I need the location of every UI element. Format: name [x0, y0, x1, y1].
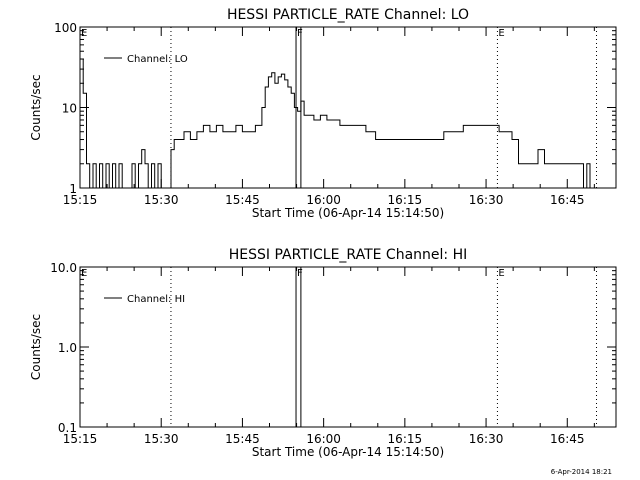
x-tick-label: 16:30	[469, 193, 504, 207]
x-tick-label: 16:45	[550, 432, 585, 446]
x-tick-label: 15:45	[225, 193, 260, 207]
series-line	[80, 58, 597, 189]
y-axis-label: Counts/sec	[29, 314, 43, 380]
legend-label: Channel: HI	[127, 294, 185, 305]
chart-title: HESSI PARTICLE_RATE Channel: HI	[229, 247, 467, 263]
x-tick-label: 16:00	[306, 193, 341, 207]
x-tick-label: 16:15	[388, 193, 423, 207]
x-tick-label: 15:30	[144, 432, 179, 446]
legend-label: Channel: LO	[127, 54, 188, 65]
y-tick-label: 10.0	[50, 261, 77, 275]
panel-lo: HESSI PARTICLE_RATE Channel: LO 15:15 15:3…	[29, 7, 617, 220]
y-tick-label: 10	[62, 102, 77, 116]
x-tick-label: 15:15	[63, 432, 98, 446]
event-marker-label: F	[297, 268, 303, 279]
event-marker-label: E	[81, 28, 87, 39]
x-tick-label: 16:15	[388, 432, 423, 446]
x-tick-label: 15:45	[225, 432, 260, 446]
x-tick-label: 16:00	[306, 432, 341, 446]
event-marker-label: F	[297, 28, 303, 39]
y-axis-label: Counts/sec	[29, 74, 43, 140]
x-tick-label: 15:15	[63, 193, 98, 207]
x-axis-label: Start Time (06-Apr-14 15:14:50)	[252, 206, 444, 220]
event-marker-label: E	[498, 268, 504, 279]
x-tick-label: 16:45	[550, 193, 585, 207]
y-tick-label: 1	[69, 182, 77, 196]
y-tick-label: 100	[54, 21, 77, 35]
plot-frame	[79, 266, 617, 428]
x-tick-label: 15:30	[144, 193, 179, 207]
x-tick-label: 16:30	[469, 432, 504, 446]
panel-hi: HESSI PARTICLE_RATE Channel: HI 15:15 15:3…	[29, 247, 617, 459]
footer-timestamp: 6-Apr-2014 18:21	[551, 468, 612, 476]
x-axis-label: Start Time (06-Apr-14 15:14:50)	[252, 445, 444, 459]
event-marker-label: E	[81, 268, 87, 279]
event-marker-label: E	[498, 28, 504, 39]
y-tick-label: 0.1	[58, 421, 77, 435]
y-tick-label: 1.0	[58, 341, 77, 355]
chart-title: HESSI PARTICLE_RATE Channel: LO	[227, 7, 469, 23]
